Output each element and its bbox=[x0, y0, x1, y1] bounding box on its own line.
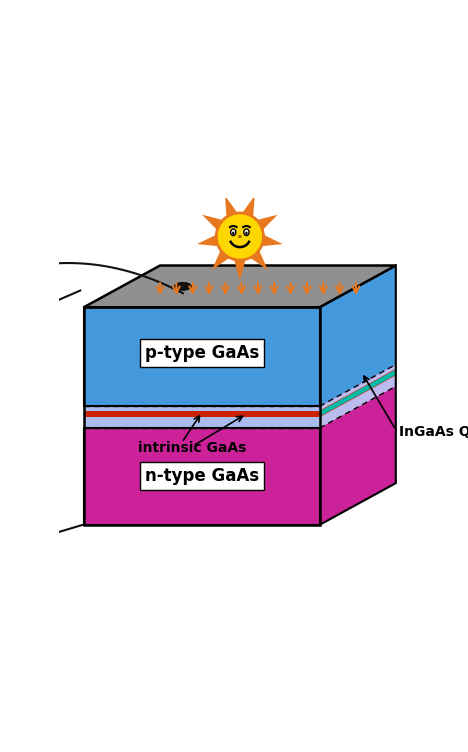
Polygon shape bbox=[320, 369, 396, 417]
Ellipse shape bbox=[245, 232, 248, 235]
Ellipse shape bbox=[244, 229, 249, 235]
Polygon shape bbox=[256, 214, 278, 231]
Polygon shape bbox=[212, 249, 231, 270]
Polygon shape bbox=[320, 265, 396, 406]
Ellipse shape bbox=[238, 235, 241, 238]
Text: n-type GaAs: n-type GaAs bbox=[145, 468, 259, 486]
Polygon shape bbox=[320, 265, 396, 525]
Polygon shape bbox=[84, 308, 320, 406]
Polygon shape bbox=[84, 428, 320, 525]
Ellipse shape bbox=[232, 232, 234, 235]
Polygon shape bbox=[202, 214, 224, 231]
Polygon shape bbox=[197, 234, 220, 247]
Polygon shape bbox=[320, 369, 396, 417]
Polygon shape bbox=[234, 258, 246, 280]
Text: InGaAs QW: InGaAs QW bbox=[400, 425, 468, 438]
Ellipse shape bbox=[231, 229, 236, 235]
Polygon shape bbox=[249, 249, 268, 270]
Text: intrinsic GaAs: intrinsic GaAs bbox=[139, 441, 247, 455]
Text: p-type GaAs: p-type GaAs bbox=[145, 344, 259, 362]
Polygon shape bbox=[260, 234, 283, 247]
Polygon shape bbox=[320, 365, 396, 428]
Ellipse shape bbox=[174, 282, 191, 290]
Polygon shape bbox=[225, 196, 238, 218]
Polygon shape bbox=[241, 196, 255, 218]
Polygon shape bbox=[84, 265, 396, 308]
Polygon shape bbox=[84, 406, 320, 428]
Circle shape bbox=[216, 213, 263, 260]
Polygon shape bbox=[84, 411, 320, 417]
